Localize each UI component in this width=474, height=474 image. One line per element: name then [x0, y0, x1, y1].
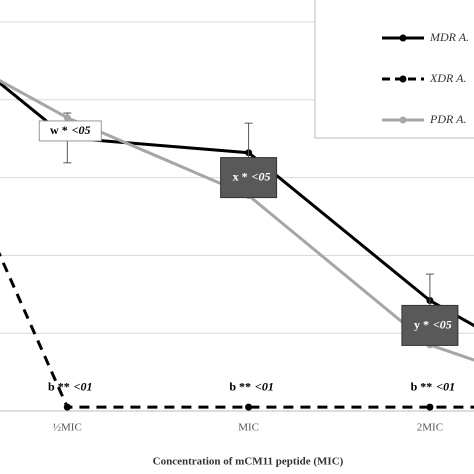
- legend-marker: [399, 34, 407, 42]
- annotation-box: [38, 120, 102, 142]
- legend-label: MDR A.: [429, 30, 469, 44]
- legend-label: XDR A.: [429, 71, 466, 85]
- annotation-sig: <01: [436, 379, 455, 393]
- legend-marker: [399, 75, 407, 83]
- annotation: x * <05: [233, 169, 271, 183]
- annotation: y * <05: [414, 317, 452, 331]
- annotation-label: b **: [411, 379, 433, 393]
- annotation-label: b **: [229, 379, 251, 393]
- x-tick-label: MIC: [238, 422, 259, 434]
- legend-marker: [399, 116, 407, 124]
- point: [426, 403, 434, 411]
- x-tick-label: ½MIC: [53, 422, 82, 434]
- annotation: b ** <01: [229, 379, 274, 393]
- annotation-label: b **: [48, 379, 70, 393]
- grid: [0, 21, 474, 412]
- annotation-label: x *: [233, 169, 248, 183]
- legend-box: [314, 0, 474, 139]
- series-line: [0, 251, 474, 409]
- annotation-sig: <05: [72, 123, 91, 137]
- annotation-sig: <01: [74, 379, 93, 393]
- x-tick-label: 2MIC: [417, 422, 443, 434]
- annotation-box: [220, 157, 278, 199]
- annotation: b ** <01: [411, 379, 456, 393]
- legend: MDR A. XDR A. PDR A.: [314, 0, 474, 139]
- point: [245, 403, 253, 411]
- annotation: w * <05: [50, 123, 91, 137]
- x-axis-title: Concentration of mCM11 peptide (MIC): [153, 456, 344, 468]
- annotation-sig: <05: [252, 169, 271, 183]
- annotation-label: w *: [50, 123, 68, 137]
- annotation: b ** <01: [48, 379, 93, 393]
- annotation-label: y *: [414, 317, 429, 331]
- annotation-sig: <05: [433, 317, 452, 331]
- point: [63, 403, 71, 411]
- legend-label: PDR A.: [429, 112, 466, 126]
- annotation-box: [401, 304, 459, 346]
- point: [63, 114, 71, 122]
- annotation-sig: <01: [255, 379, 274, 393]
